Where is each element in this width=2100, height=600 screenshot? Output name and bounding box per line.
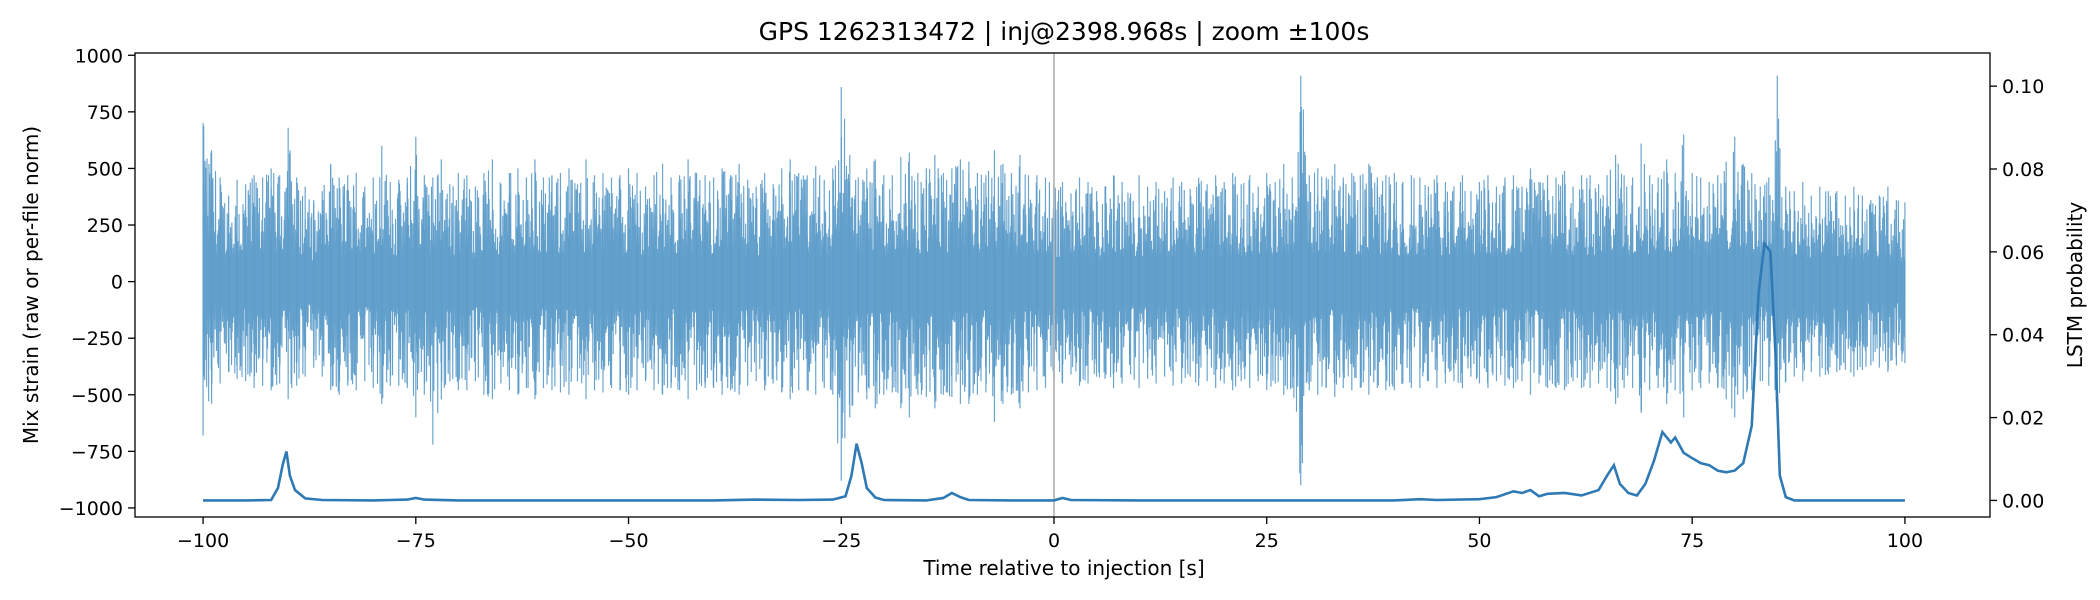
y-left-tick-label: 750 [87, 102, 123, 124]
y-left-tick-label: 500 [87, 158, 123, 180]
y-left-tick-label: −1000 [59, 498, 123, 520]
x-tick-label: −75 [396, 530, 436, 552]
lstm-probability-line [203, 240, 1905, 502]
y-left-tick-label: −750 [71, 441, 123, 463]
strain-series [202, 75, 1906, 486]
y-right-tick-label: 0.08 [2002, 159, 2044, 181]
x-axis-label: Time relative to injection [s] [922, 556, 1204, 580]
y-axis-right-label: LSTM probability [2063, 202, 2087, 369]
x-tick-label: 25 [1255, 530, 1279, 552]
y-left-tick-label: 250 [87, 215, 123, 237]
y-axis-left-label: Mix strain (raw or per-file norm) [19, 126, 43, 444]
y-left-tick-label: −500 [71, 385, 123, 407]
plot-frame [134, 52, 1991, 518]
x-tick-label: −25 [821, 530, 861, 552]
y-right-tick-label: 0.02 [2002, 408, 2044, 430]
y-left-tick-label: 1000 [75, 45, 123, 67]
x-tick-label: −50 [608, 530, 648, 552]
y-left-tick-label: 0 [111, 272, 123, 294]
y-right-tick-label: 0.04 [2002, 325, 2044, 347]
x-tick-label: −100 [177, 530, 229, 552]
x-tick-label: 100 [1887, 530, 1923, 552]
y-right-tick-label: 0.00 [2002, 490, 2044, 512]
y-axis-left: 1000 750 500 250 0 −250 −500 −750 −1000 [59, 45, 135, 520]
y-left-tick-label: −250 [71, 328, 123, 350]
x-tick-label: 50 [1467, 530, 1491, 552]
x-tick-label: 75 [1680, 530, 1704, 552]
y-axis-right: 0.10 0.08 0.06 0.04 0.02 0.00 [1990, 76, 2044, 512]
y-right-tick-label: 0.10 [2002, 76, 2044, 98]
y-right-tick-label: 0.06 [2002, 242, 2044, 264]
x-tick-label: 0 [1048, 530, 1060, 552]
x-axis: −100 −75 −50 −25 0 25 50 75 100 [177, 517, 1923, 552]
chart-title: GPS 1262313472 | inj@2398.968s | zoom ±1… [759, 17, 1370, 46]
